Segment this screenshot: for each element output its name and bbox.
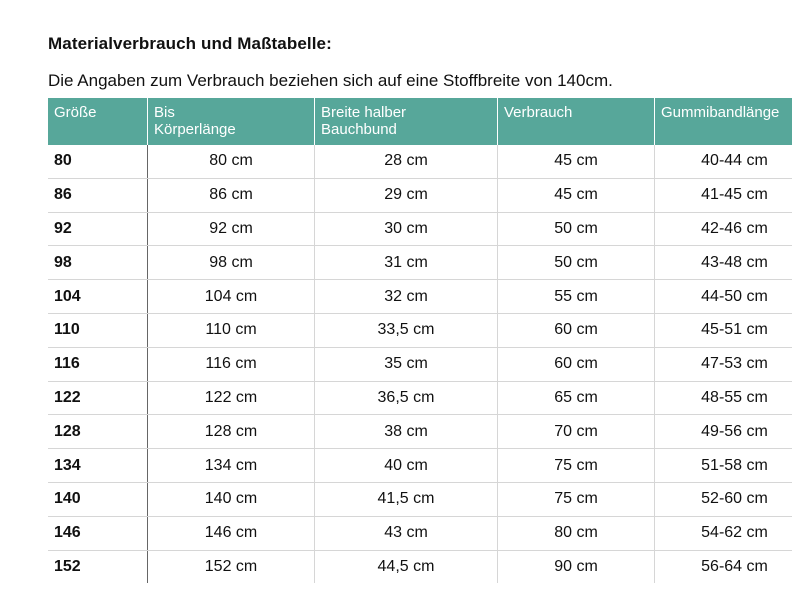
- cell-waistband-width: 30 cm: [314, 212, 498, 247]
- cell-waistband-width: 43 cm: [314, 516, 498, 551]
- cell-waistband-width: 32 cm: [314, 279, 498, 314]
- cell-body-length: 98 cm: [147, 245, 315, 281]
- cell-body-length: 146 cm: [147, 516, 315, 551]
- page-subtitle: Die Angaben zum Verbrauch beziehen sich …: [48, 71, 613, 90]
- cell-waistband-width: 29 cm: [314, 178, 498, 213]
- cell-consumption: 60 cm: [497, 313, 655, 348]
- cell-body-length: 86 cm: [147, 178, 315, 213]
- cell-body-length: 104 cm: [147, 279, 315, 314]
- cell-size: 140: [48, 482, 148, 517]
- header-label: Körperlänge: [154, 121, 236, 138]
- header-label: Bis: [154, 104, 175, 121]
- cell-consumption: 55 cm: [497, 279, 655, 314]
- cell-body-length: 122 cm: [147, 381, 315, 416]
- cell-consumption: 65 cm: [497, 381, 655, 416]
- cell-elastic-length: 56-64 cm: [701, 557, 768, 575]
- table-row: 122 122 cm 36,5 cm 65 cm 48-55 cm: [48, 381, 792, 416]
- cell-size: 110: [48, 313, 148, 348]
- cell-elastic-length: 45-51 cm: [654, 313, 792, 348]
- cell-consumption: 90 cm: [497, 550, 655, 584]
- cell-size: 122: [48, 381, 148, 416]
- cell-waistband-width: 33,5 cm: [314, 313, 498, 348]
- cell-elastic-length: 54-62 cm: [654, 516, 792, 551]
- cell-waistband-width: 28 cm: [314, 145, 498, 179]
- cell-size: 116: [48, 347, 148, 382]
- cell-size: 134: [48, 448, 148, 483]
- cell-elastic-length: 43-48 cm: [654, 245, 792, 281]
- cell-waistband-width: 44,5 cm: [314, 550, 498, 584]
- cell-consumption: 70 cm: [497, 414, 655, 450]
- header-label: Breite halber: [321, 104, 407, 121]
- cell-body-length: 134 cm: [147, 448, 315, 483]
- cell-body-length: 110 cm: [147, 313, 315, 348]
- header-consumption: Verbrauch: [497, 98, 655, 145]
- size-table: Größe Bis Körperlänge Breite halber Bauchbun…: [48, 98, 792, 584]
- table-row: 98 98 cm 31 cm 50 cm 43-48 cm: [48, 245, 792, 281]
- cell-body-length: 128 cm: [147, 414, 315, 450]
- cell-body-length: 92 cm: [147, 212, 315, 247]
- cell-consumption: 75 cm: [497, 482, 655, 517]
- header-body-length: Bis Körperlänge: [147, 98, 315, 145]
- cell-consumption: 45 cm: [497, 145, 655, 179]
- cell-body-length: 152 cm: [147, 550, 315, 584]
- cell-size: 128: [48, 414, 148, 450]
- cell-consumption: 60 cm: [497, 347, 655, 382]
- header-label: Größe: [54, 104, 97, 121]
- cell-size: 80: [48, 145, 148, 179]
- table-row: 92 92 cm 30 cm 50 cm 42-46 cm: [48, 212, 792, 247]
- cell-elastic-length: 52-60 cm: [654, 482, 792, 517]
- header-waistband-width: Breite halber Bauchbund: [314, 98, 498, 145]
- cell-size: 146: [48, 516, 148, 551]
- cell-elastic-length: 49-56 cm: [654, 414, 792, 450]
- cell-elastic-length: 42-46 cm: [654, 212, 792, 247]
- cell-elastic-length: 51-58 cm: [654, 448, 792, 483]
- header-elastic-length: Gummibandlänge: [654, 98, 792, 145]
- cell-consumption: 45 cm: [497, 178, 655, 213]
- header-size: Größe: [48, 98, 148, 145]
- table-row: 80 80 cm 28 cm 45 cm 40-44 cm: [48, 145, 792, 179]
- cell-body-length: 80 cm: [147, 145, 315, 179]
- cell-consumption: 80 cm: [497, 516, 655, 551]
- cell-consumption: 50 cm: [497, 245, 655, 281]
- cell-size: 98: [48, 245, 148, 281]
- cell-size: 152: [48, 550, 148, 584]
- table-row: 128 128 cm 38 cm 70 cm 49-56 cm: [48, 414, 792, 450]
- cell-size: 86: [48, 178, 148, 213]
- table-row: 116 116 cm 35 cm 60 cm 47-53 cm: [48, 347, 792, 382]
- cell-elastic-length: 48-55 cm: [654, 381, 792, 416]
- table-row: 86 86 cm 29 cm 45 cm 41-45 cm: [48, 178, 792, 213]
- header-label: Verbrauch: [504, 104, 573, 121]
- table-row: 140 140 cm 41,5 cm 75 cm 52-60 cm: [48, 482, 792, 517]
- cell-waistband-width: 40 cm: [314, 448, 498, 483]
- table-row: 146 146 cm 43 cm 80 cm 54-62 cm: [48, 516, 792, 551]
- table-row: 134 134 cm 40 cm 75 cm 51-58 cm: [48, 448, 792, 483]
- cell-waistband-width: 41,5 cm: [314, 482, 498, 517]
- header-label: Gummibandlänge: [661, 104, 780, 121]
- cell-body-length: 140 cm: [147, 482, 315, 517]
- cell-size: 92: [48, 212, 148, 247]
- table-row: 110 110 cm 33,5 cm 60 cm 45-51 cm: [48, 313, 792, 348]
- table-header-row: Größe Bis Körperlänge Breite halber Bauchbun…: [48, 98, 792, 145]
- cell-waistband-width: 35 cm: [314, 347, 498, 382]
- table-body: 80 80 cm 28 cm 45 cm 40-44 cm 86 86 cm 29 cm 45 …: [48, 145, 792, 584]
- page-title: Materialverbrauch und Maßtabelle:: [48, 34, 332, 53]
- cell-elastic-length: 47-53 cm: [654, 347, 792, 382]
- cell-consumption: 75 cm: [497, 448, 655, 483]
- cell-elastic-length: 41-45 cm: [654, 178, 792, 213]
- cell-elastic-length: 44-50 cm: [654, 279, 792, 314]
- table-row: 104 104 cm 32 cm 55 cm 44-50 cm: [48, 279, 792, 314]
- table-row: 152 152 cm 44,5 cm 90 cm 56-64 cm: [48, 550, 792, 584]
- header-label: Bauchbund: [321, 121, 397, 138]
- cell-elastic-length: 40-44 cm: [654, 145, 792, 179]
- cell-size: 104: [48, 279, 148, 314]
- cell-waistband-width: 31 cm: [314, 245, 498, 281]
- cell-body-length: 116 cm: [147, 347, 315, 382]
- cell-waistband-width: 38 cm: [314, 414, 498, 450]
- cell-waistband-width: 36,5 cm: [314, 381, 498, 416]
- cell-consumption: 50 cm: [497, 212, 655, 247]
